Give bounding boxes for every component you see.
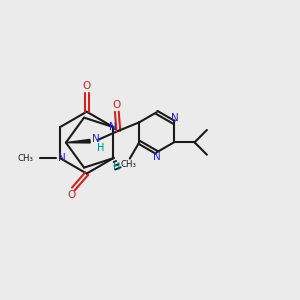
- Text: CH₃: CH₃: [17, 154, 33, 163]
- Text: N: N: [109, 122, 117, 132]
- Text: O: O: [82, 81, 91, 91]
- Text: O: O: [113, 100, 121, 110]
- Text: N: N: [171, 113, 178, 123]
- Text: N: N: [153, 152, 161, 162]
- Text: N: N: [92, 134, 100, 144]
- Text: H: H: [97, 142, 104, 153]
- Text: CH₃: CH₃: [120, 160, 136, 169]
- Text: O: O: [67, 190, 75, 200]
- Text: H: H: [113, 162, 120, 172]
- Polygon shape: [66, 140, 90, 143]
- Text: N: N: [58, 152, 65, 163]
